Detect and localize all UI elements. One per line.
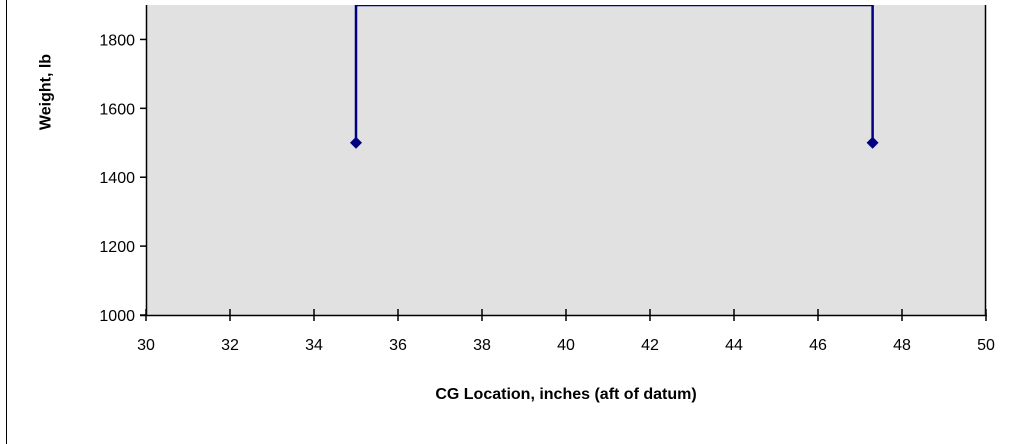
x-tick-label: 30 xyxy=(137,337,155,354)
plot-area xyxy=(146,5,986,315)
y-axis-title: Weight, lb xyxy=(38,54,55,130)
x-tick-label: 36 xyxy=(389,337,407,354)
y-axis: 1000 1200 1400 1600 1800 xyxy=(99,5,987,325)
x-tick-label: 48 xyxy=(893,337,911,354)
x-tick-label: 42 xyxy=(641,337,659,354)
x-tick-label: 50 xyxy=(977,337,995,354)
y-tick-label: 1600 xyxy=(99,101,135,118)
y-tick-label: 1000 xyxy=(99,308,135,325)
series xyxy=(354,5,874,143)
y-tick-label: 1800 xyxy=(99,32,135,49)
y-tick-label: 1200 xyxy=(99,239,135,256)
y-tick-label: 1400 xyxy=(99,170,135,187)
data-point-marker xyxy=(350,136,362,149)
data-point-marker xyxy=(866,136,879,149)
x-tick-label: 34 xyxy=(305,337,323,354)
x-tick-label: 40 xyxy=(557,337,575,354)
x-tick-label: 46 xyxy=(809,337,827,354)
x-axis-title: CG Location, inches (aft of datum) xyxy=(435,386,696,403)
x-axis: 30 32 34 36 38 40 42 44 46 48 50 xyxy=(137,309,995,354)
markers xyxy=(350,136,879,149)
x-tick-label: 44 xyxy=(725,337,743,354)
x-tick-label: 38 xyxy=(473,337,491,354)
x-tick-label: 32 xyxy=(221,337,239,354)
series-line xyxy=(354,5,874,143)
